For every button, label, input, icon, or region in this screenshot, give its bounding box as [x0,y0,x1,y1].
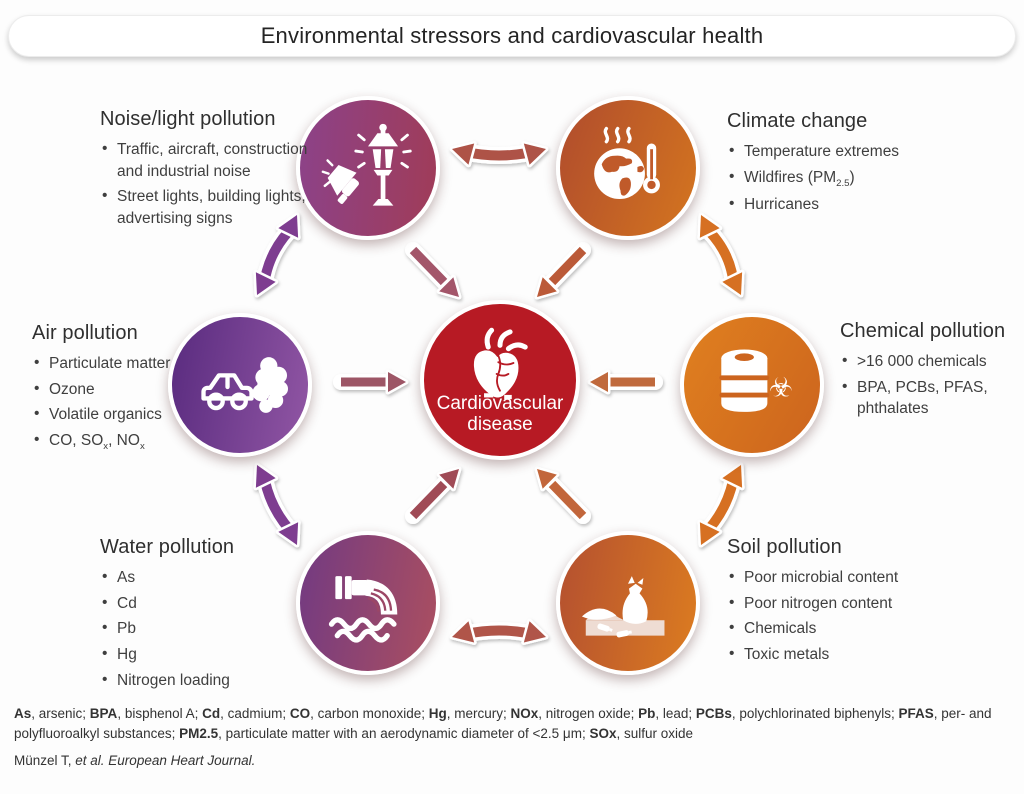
soil-pollution-circle [556,531,700,675]
bullet-item: As [100,566,305,589]
bullet-item: Volatile organics [32,403,217,426]
bullet-item: Temperature extremes [727,140,932,163]
section-water-pollution: Water pollution As CdPb Hg Nitrogen loading [100,536,305,695]
arrow-climate-chemical [697,212,745,298]
arrow-climate-to-center [534,242,591,300]
bullet-item: Nitrogen loading [100,669,305,692]
trash-bag-icon [622,576,648,624]
water-pollution-circle [296,531,440,675]
megaphone-icon [321,159,359,204]
citation: Münzel T, et al. European Heart Journal. [14,753,256,768]
arrow-chemical-soil [697,462,745,548]
bullet-list: Traffic, aircraft, construction and indu… [100,138,312,230]
arrow-chemical-to-center [587,369,663,395]
bullet-list: Particulate matter OzoneVolatile organics… [32,352,217,454]
bullet-item: Pb [100,617,305,640]
center-circle-label: Cardiovascular disease [436,392,564,435]
thermometer-icon [643,143,660,194]
heat-waves-icon [603,126,632,144]
section-title: Air pollution [32,322,138,344]
bullet-item: Hg [100,643,305,666]
bullet-item: Wildfires (PM2.5) [727,166,932,191]
biohazard-icon: ☣ [769,373,793,403]
globe-icon [594,148,645,200]
bullet-list: As CdPb Hg Nitrogen loading [100,566,305,692]
bullet-list: Temperature extremes Wildfires (PM2.5)Hur… [727,140,932,216]
cardiovascular-disease-circle: Cardiovascular disease [420,300,580,460]
arrow-soil-to-center [534,466,591,524]
barrel-icon [719,349,770,412]
section-title: Water pollution [100,536,235,558]
exhaust-cloud-icon [252,357,288,413]
page-title: Environmental stressors and cardiovascul… [8,15,1016,57]
litter-bottles-icon [597,623,632,638]
water-flow-icon [364,579,398,615]
soil-ground-icon [581,608,665,636]
flow-lines-icon [367,588,393,612]
abbreviation-legend: As, arsenic; BPA, bisphenol A; Cd, cadmi… [14,706,992,742]
bullet-item: Poor nitrogen content [727,592,942,615]
arrow-air-water [253,462,301,548]
bullet-item: Ozone [32,378,217,401]
bullet-item: Cd [100,592,305,615]
arrow-water-soil [449,618,549,645]
section-climate-change: Climate change Temperature extremes Wildf… [727,110,932,220]
arrow-noise-to-center [405,242,462,300]
waves-icon [328,617,397,643]
noise-pollution-circle [296,96,440,240]
section-title: Noise/light pollution [100,108,276,130]
section-noise-light-pollution: Noise/light pollution Traffic, aircraft,… [100,108,312,234]
section-soil-pollution: Soil pollution Poor microbial contentPoo… [727,536,942,670]
bullet-item: Chemicals [727,617,942,640]
sewage-pipe-icon [335,576,368,600]
section-title: Climate change [727,110,868,132]
section-title: Soil pollution [727,536,842,558]
bullet-item: Toxic metals [727,643,942,666]
bullet-item: CO, SOx, NOx [32,429,217,454]
section-air-pollution: Air pollution Particulate matter OzoneVol… [32,322,217,458]
bullet-list: >16 000 chemicals BPA, PCBs, PFAS, phthal… [840,350,1012,420]
section-title: Chemical pollution [840,320,1006,342]
arrow-water-to-center [405,466,462,524]
heart-icon [473,327,528,399]
bullet-item: Poor microbial content [727,566,942,589]
section-chemical-pollution: Chemical pollution >16 000 chemicals BPA,… [840,320,1012,424]
arrow-air-to-center [333,369,409,395]
bullet-item: Street lights, building lights, advertis… [100,185,312,229]
bullet-item: Traffic, aircraft, construction and indu… [100,138,312,182]
street-lamp-icon [368,123,399,206]
bullet-item: >16 000 chemicals [840,350,1012,373]
bullet-item: BPA, PCBs, PFAS, phthalates [840,376,1012,420]
chemical-pollution-circle: ☣ [680,313,824,457]
climate-change-circle [556,96,700,240]
light-rays-icon [354,133,412,169]
arrow-noise-climate [449,141,549,168]
bullet-list: Poor microbial content Poor nitrogen cont… [727,566,942,666]
bullet-item: Hurricanes [727,193,932,216]
bullet-item: Particulate matter [32,352,217,375]
